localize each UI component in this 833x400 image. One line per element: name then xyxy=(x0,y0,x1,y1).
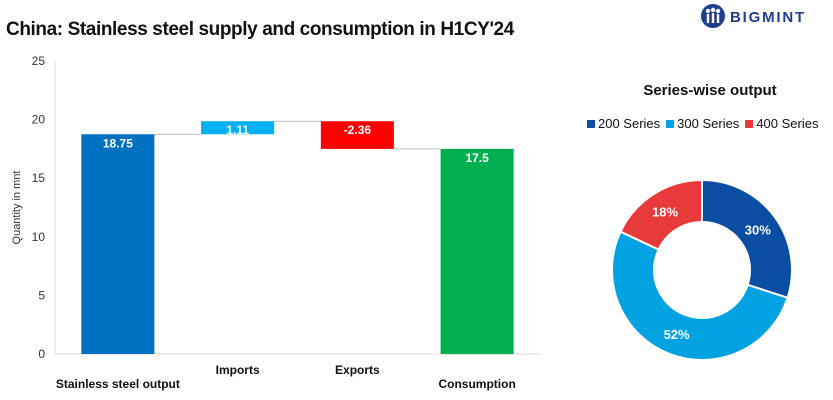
legend-swatch xyxy=(666,119,675,128)
legend-swatch xyxy=(745,119,754,128)
bigmint-logo-icon xyxy=(701,4,725,28)
y-tick-label: 5 xyxy=(38,288,45,302)
bar xyxy=(440,148,514,354)
y-tick-label: 10 xyxy=(32,230,46,244)
donut-slice-label: 30% xyxy=(745,222,771,237)
waterfall-chart: 0 5 10 15 20 25 Quantity in mnt 18.75 Stainless … xyxy=(11,54,540,391)
legend-swatch xyxy=(587,119,595,128)
legend-label: 200 Series xyxy=(598,116,661,131)
y-tick-label: 0 xyxy=(38,347,45,361)
donut-slice-label: 18% xyxy=(652,205,678,220)
legend-item: 200 Series xyxy=(587,116,660,131)
bar-value-label: 18.75 xyxy=(103,136,133,150)
logo-text: BIGMINT xyxy=(730,9,806,26)
legend-label: 400 Series xyxy=(756,116,819,131)
donut-title: Series-wise output xyxy=(643,82,777,99)
donut-slice-label: 52% xyxy=(664,327,690,342)
bar xyxy=(81,134,155,354)
y-tick-label: 25 xyxy=(32,54,46,68)
bar xyxy=(201,121,275,135)
y-axis-label: Quantity in mnt xyxy=(11,171,23,245)
donut-legend: 200 Series 300 Series 400 Series xyxy=(587,116,818,131)
x-category-label: Consumption xyxy=(438,377,515,391)
donut-slice xyxy=(701,178,793,300)
bar-value-label: -2.36 xyxy=(344,123,372,137)
x-category-label: Imports xyxy=(216,363,260,377)
x-category-label: Exports xyxy=(335,363,380,377)
bar xyxy=(320,121,394,149)
legend-item: 400 Series xyxy=(745,116,818,131)
legend-label: 300 Series xyxy=(677,116,740,131)
donut-slice xyxy=(619,178,703,251)
bar-value-label: 1.11 xyxy=(226,123,249,137)
chart-title: China: Stainless steel supply and consum… xyxy=(6,19,514,40)
legend-item: 300 Series xyxy=(666,116,739,131)
donut-slice xyxy=(611,230,789,361)
y-tick-label: 15 xyxy=(32,171,46,185)
bar-value-label: 17.5 xyxy=(465,151,489,165)
bigmint-logo: BIGMINT xyxy=(700,3,830,31)
y-tick-label: 20 xyxy=(32,113,46,127)
x-category-label: Stainless steel output xyxy=(56,377,180,391)
